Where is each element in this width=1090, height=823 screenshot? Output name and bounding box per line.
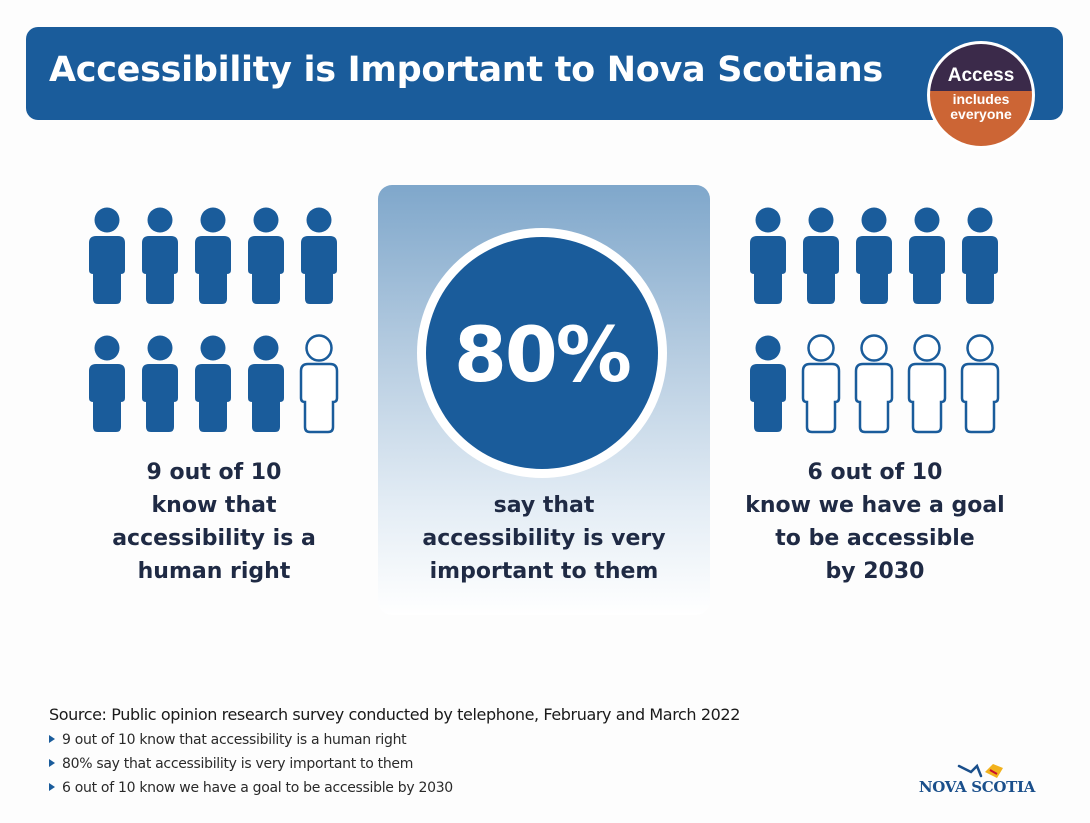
source-bullet-text: 80% say that accessibility is very impor… (62, 756, 414, 772)
caption-goal-2030: 6 out of 10 know we have a goal to be ac… (730, 456, 1020, 588)
percent-circle: 80% (417, 228, 667, 478)
badge-top-band (930, 44, 1032, 91)
caption-line: know that (151, 493, 277, 518)
badge-bottom-band (930, 91, 1032, 146)
source-heading: Source: Public opinion research survey c… (49, 705, 740, 724)
nova-scotia-flag-icon (957, 763, 1003, 778)
access-includes-everyone-badge: Access includes everyone (930, 44, 1032, 146)
person-filled-icon (801, 206, 841, 306)
bullet-arrow-icon (49, 735, 55, 743)
caption-human-right: 9 out of 10 know that accessibility is a… (84, 456, 344, 588)
source-bullet: 80% say that accessibility is very impor… (49, 756, 453, 780)
bullet-arrow-icon (49, 759, 55, 767)
person-filled-icon (246, 206, 286, 306)
caption-line: say that (493, 493, 595, 518)
caption-line: human right (137, 559, 291, 584)
person-filled-icon (193, 334, 233, 434)
person-filled-icon (87, 206, 127, 306)
percent-circle-fill: 80% (426, 237, 658, 469)
caption-line: by 2030 (825, 559, 925, 584)
caption-line: to be accessible (775, 526, 975, 551)
badge-subtitle: includes everyone (930, 92, 1032, 122)
badge-subtitle-line2: everyone (950, 106, 1012, 122)
bullet-arrow-icon (49, 783, 55, 791)
source-bullet: 6 out of 10 know we have a goal to be ac… (49, 780, 453, 804)
person-outline-icon (299, 334, 339, 434)
person-outline-icon (960, 334, 1000, 434)
person-outline-icon (801, 334, 841, 434)
person-filled-icon (854, 206, 894, 306)
source-bullet-text: 9 out of 10 know that accessibility is a… (62, 732, 407, 748)
person-outline-icon (907, 334, 947, 434)
caption-line: know we have a goal (745, 493, 1005, 518)
badge-subtitle-line1: includes (952, 91, 1010, 107)
person-filled-icon (193, 206, 233, 306)
badge-title: Access (947, 65, 1015, 86)
caption-line: accessibility is very (422, 526, 666, 551)
caption-line: 6 out of 10 (807, 460, 943, 485)
person-filled-icon (960, 206, 1000, 306)
person-outline-icon (854, 334, 894, 434)
page-title: Accessibility is Important to Nova Scoti… (49, 50, 883, 90)
person-filled-icon (140, 334, 180, 434)
percent-value: 80% (454, 310, 632, 399)
caption-line: accessibility is a (112, 526, 316, 551)
person-filled-icon (87, 334, 127, 434)
caption-line: important to them (429, 559, 659, 584)
person-filled-icon (246, 334, 286, 434)
nova-scotia-logo: NOVA SCOTIA (912, 762, 1042, 802)
caption-very-important: say that accessibility is very important… (394, 489, 694, 588)
source-bullet-text: 6 out of 10 know we have a goal to be ac… (62, 780, 453, 796)
person-filled-icon (140, 206, 180, 306)
person-filled-icon (748, 206, 788, 306)
person-filled-icon (748, 334, 788, 434)
person-filled-icon (907, 206, 947, 306)
person-filled-icon (299, 206, 339, 306)
caption-line: 9 out of 10 (146, 460, 282, 485)
title-banner (26, 27, 1063, 120)
source-bullet-list: 9 out of 10 know that accessibility is a… (49, 732, 453, 804)
source-bullet: 9 out of 10 know that accessibility is a… (49, 732, 453, 756)
logo-wordmark: NOVA SCOTIA (918, 778, 1036, 796)
